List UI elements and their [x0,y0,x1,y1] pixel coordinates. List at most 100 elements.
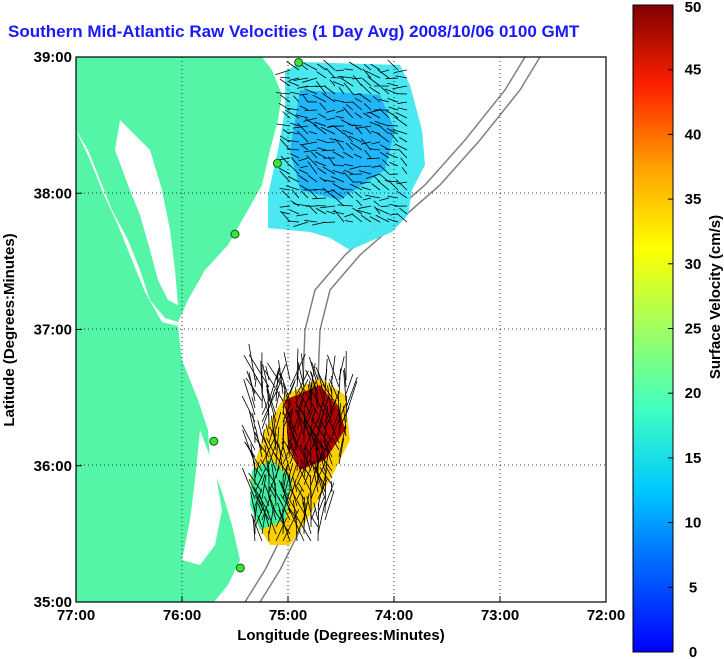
velocity-arrow [282,382,291,409]
velocity-arrow [241,424,256,451]
station-marker [235,563,245,573]
velocity-arrow [301,353,305,381]
velocity-arrow [385,148,399,151]
velocity-arrow [323,179,336,183]
velocity-arrow [384,88,399,95]
velocity-arrow [248,354,270,388]
velocity-arrow [331,189,345,199]
velocity-arrow [387,218,399,223]
velocity-arrow [318,371,326,402]
velocity-arrow [301,85,318,88]
velocity-arrow [327,385,333,416]
velocity-arrow [297,130,309,143]
velocity-arrow [308,204,318,215]
velocity-arrow [261,474,267,500]
velocity-arrow [287,139,300,143]
velocity-arrow [321,456,333,472]
velocity-arrow [304,88,318,95]
velocity-arrow [301,396,312,416]
velocity-arrow [275,517,288,542]
velocity-arrow [275,426,280,465]
velocity-arrow [283,352,291,381]
velocity-arrow [332,125,345,135]
land-delmarva [76,57,282,322]
velocity-arrow [317,63,327,71]
velocity-arrow [315,85,327,88]
y-tick-label: 39:00 [34,49,72,66]
velocity-arrow [280,155,291,167]
velocity-arrow [324,85,336,95]
velocity-arrow [358,93,372,103]
velocity-arrow [354,97,363,103]
velocity-arrow [275,372,279,402]
velocity-arrow [248,410,256,437]
colorbar-tick-label: 25 [685,321,702,338]
velocity-arrow [322,221,336,224]
velocity-arrow [303,408,314,430]
velocity-arrow [265,365,270,381]
velocity-arrow [331,176,345,183]
velocity-arrow [334,138,345,151]
velocity-arrow [333,209,345,223]
station-marker [230,229,240,239]
velocity-arrow [353,153,363,159]
velocity-arrow [384,180,399,183]
velocity-arrow [279,170,291,183]
velocity-arrow [397,107,408,111]
velocity-arrow [342,406,347,430]
velocity-arrow [394,69,408,73]
velocity-arrow [348,61,363,71]
velocity-arrow [286,148,300,151]
velocity-arrow [343,101,354,103]
velocity-arrow [365,127,372,135]
velocity-arrow [296,460,299,472]
velocity-arrow [310,380,313,409]
velocity-arrow [345,373,354,395]
velocity-arrow [298,169,309,175]
velocity-arrow [296,515,306,535]
velocity-arrow [366,157,381,160]
velocity-arrow [317,402,324,423]
velocity-arrow [392,129,408,135]
velocity-arrow [241,467,256,500]
velocity-arrow [313,460,326,493]
velocity-arrow [245,377,263,402]
velocity-arrow [344,213,354,218]
velocity-arrow [344,68,354,71]
velocity-arrow [319,205,336,209]
velocity-arrow [278,360,284,395]
velocity-arrow [304,109,318,112]
velocity-arrow [396,181,408,185]
velocity-arrow [288,420,298,451]
velocity-arrow [379,197,390,201]
velocity-arrow [250,491,256,514]
velocity-arrow [297,375,305,395]
colorbar-tick-label: 40 [685,126,702,143]
velocity-arrow [395,112,408,119]
velocity-arrow [295,516,298,542]
velocity-arrow [287,411,298,437]
velocity-arrow [319,389,326,409]
velocity-arrow [328,419,340,444]
velocity-arrow [317,167,327,175]
velocity-arrow [389,213,399,216]
velocity-arrow [312,464,319,493]
velocity-arrow [344,220,354,223]
velocity-arrow [265,385,277,416]
velocity-arrow [267,362,284,388]
velocity-arrow [304,468,312,479]
velocity-arrow [311,361,319,381]
velocity-arrow [281,190,291,199]
velocity-arrow [335,69,345,72]
velocity-arrow [281,441,291,472]
velocity-arrow [289,91,300,95]
velocity-arrow [338,86,345,95]
velocity-arrow [301,141,318,146]
velocity-arrow [315,438,326,472]
velocity-arrow [261,434,277,465]
velocity-arrow [259,494,270,528]
velocity-arrow [343,132,354,143]
velocity-arrow [389,161,399,167]
velocity-arrow [401,167,408,175]
velocity-arrow [338,438,345,465]
